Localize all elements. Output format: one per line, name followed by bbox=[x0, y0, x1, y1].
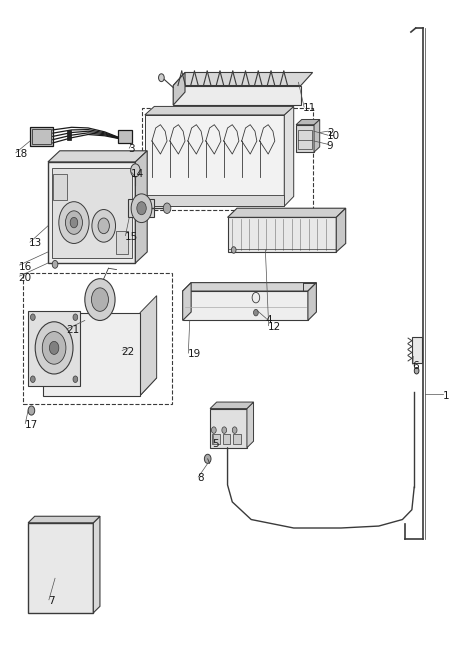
Circle shape bbox=[91, 288, 109, 311]
Circle shape bbox=[73, 314, 78, 320]
Circle shape bbox=[85, 279, 115, 320]
Polygon shape bbox=[173, 73, 313, 86]
Circle shape bbox=[137, 201, 146, 215]
Text: 17: 17 bbox=[24, 420, 37, 430]
Text: 9: 9 bbox=[327, 141, 333, 150]
Circle shape bbox=[98, 218, 109, 233]
Polygon shape bbox=[173, 73, 185, 105]
Bar bbox=[53, 173, 67, 199]
Bar bbox=[67, 130, 71, 141]
Text: 7: 7 bbox=[48, 596, 55, 606]
Circle shape bbox=[28, 406, 35, 415]
Text: 22: 22 bbox=[121, 347, 135, 357]
Polygon shape bbox=[210, 402, 254, 409]
Text: 18: 18 bbox=[15, 149, 28, 159]
Circle shape bbox=[414, 368, 419, 374]
Bar bbox=[299, 130, 312, 150]
Bar bbox=[48, 162, 136, 263]
Circle shape bbox=[92, 209, 116, 242]
Text: 14: 14 bbox=[131, 169, 144, 179]
Bar bbox=[28, 311, 80, 386]
Text: 16: 16 bbox=[18, 262, 32, 272]
Circle shape bbox=[254, 309, 258, 316]
Polygon shape bbox=[136, 151, 147, 263]
Polygon shape bbox=[314, 120, 319, 152]
Circle shape bbox=[35, 322, 73, 374]
Text: 21: 21 bbox=[66, 325, 79, 336]
Circle shape bbox=[204, 455, 211, 464]
Bar bbox=[143, 109, 313, 209]
Polygon shape bbox=[228, 208, 346, 217]
Polygon shape bbox=[43, 378, 156, 396]
Polygon shape bbox=[28, 516, 100, 523]
Polygon shape bbox=[247, 402, 254, 448]
Polygon shape bbox=[43, 313, 140, 396]
Bar bbox=[52, 168, 132, 258]
Polygon shape bbox=[145, 107, 294, 115]
Text: 6: 6 bbox=[412, 361, 419, 371]
Text: 5: 5 bbox=[212, 439, 219, 449]
Circle shape bbox=[70, 217, 78, 228]
Polygon shape bbox=[140, 296, 156, 396]
Bar bbox=[223, 434, 230, 445]
Circle shape bbox=[231, 247, 236, 253]
Bar bbox=[296, 125, 314, 152]
Circle shape bbox=[52, 260, 58, 268]
Bar bbox=[118, 130, 132, 143]
Text: 15: 15 bbox=[125, 232, 138, 242]
Polygon shape bbox=[296, 120, 319, 125]
Polygon shape bbox=[182, 283, 317, 291]
Text: 13: 13 bbox=[29, 239, 42, 249]
Circle shape bbox=[222, 427, 227, 434]
Polygon shape bbox=[182, 283, 191, 320]
Text: 1: 1 bbox=[443, 390, 449, 400]
Polygon shape bbox=[284, 107, 294, 206]
Circle shape bbox=[163, 203, 171, 213]
Polygon shape bbox=[228, 217, 336, 252]
Bar bbox=[117, 231, 128, 254]
Text: 12: 12 bbox=[268, 322, 281, 332]
Bar bbox=[128, 199, 155, 217]
Text: 8: 8 bbox=[197, 473, 203, 483]
Bar bbox=[32, 129, 51, 145]
Bar bbox=[145, 194, 284, 206]
Circle shape bbox=[42, 332, 66, 364]
Bar bbox=[23, 273, 172, 404]
Polygon shape bbox=[182, 291, 308, 320]
Circle shape bbox=[59, 201, 89, 243]
Text: 3: 3 bbox=[128, 145, 135, 154]
Circle shape bbox=[30, 314, 35, 320]
Text: 2: 2 bbox=[327, 128, 333, 137]
Bar bbox=[212, 434, 220, 445]
Text: 11: 11 bbox=[303, 103, 317, 113]
Text: 20: 20 bbox=[18, 273, 32, 283]
Bar bbox=[233, 434, 241, 445]
Circle shape bbox=[158, 74, 164, 82]
Circle shape bbox=[131, 194, 152, 222]
Bar bbox=[30, 128, 53, 146]
Bar bbox=[28, 523, 93, 613]
Polygon shape bbox=[336, 208, 346, 252]
Circle shape bbox=[131, 164, 140, 177]
Polygon shape bbox=[48, 151, 147, 162]
Text: 4: 4 bbox=[265, 315, 272, 326]
Circle shape bbox=[49, 341, 59, 354]
Bar bbox=[210, 409, 247, 448]
Circle shape bbox=[30, 376, 35, 383]
Circle shape bbox=[211, 427, 216, 434]
Polygon shape bbox=[93, 516, 100, 613]
Circle shape bbox=[232, 427, 237, 434]
Circle shape bbox=[65, 211, 82, 234]
Text: 19: 19 bbox=[187, 349, 201, 360]
Bar bbox=[145, 115, 284, 206]
Polygon shape bbox=[173, 86, 301, 105]
Polygon shape bbox=[308, 283, 317, 320]
Text: 10: 10 bbox=[327, 131, 340, 141]
Circle shape bbox=[73, 376, 78, 383]
Bar bbox=[412, 337, 422, 363]
